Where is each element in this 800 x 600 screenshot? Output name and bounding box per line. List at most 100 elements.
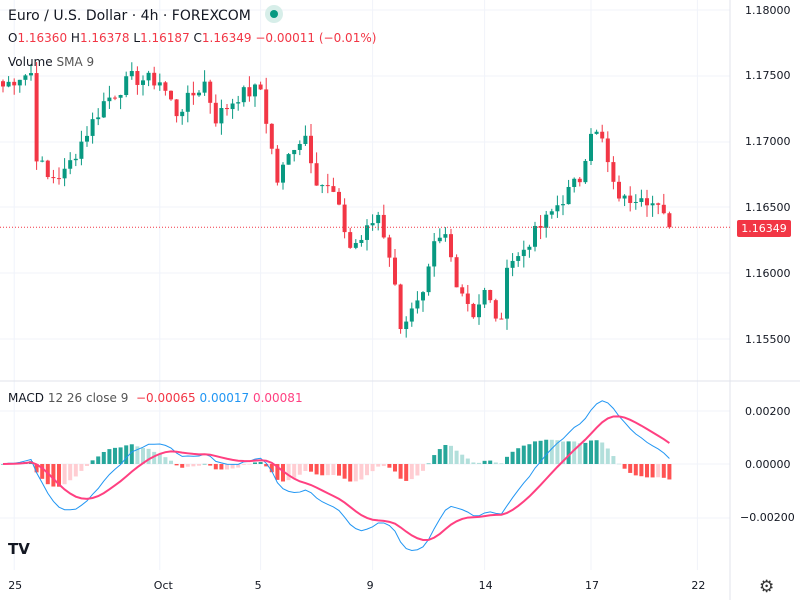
candle[interactable]	[12, 81, 17, 86]
candle[interactable]	[605, 138, 610, 163]
candle[interactable]	[57, 178, 61, 180]
candle[interactable]	[79, 141, 84, 159]
candle[interactable]	[353, 242, 358, 248]
candle[interactable]	[656, 203, 661, 205]
candle[interactable]	[157, 82, 162, 86]
candle[interactable]	[40, 160, 45, 162]
candle[interactable]	[146, 72, 151, 81]
candle[interactable]	[129, 71, 134, 77]
candle[interactable]	[90, 119, 95, 136]
candle[interactable]	[23, 75, 28, 80]
candle[interactable]	[527, 246, 532, 250]
candle[interactable]	[482, 290, 487, 305]
candle[interactable]	[633, 201, 638, 203]
candle[interactable]	[208, 81, 213, 103]
candle[interactable]	[499, 318, 504, 320]
candle[interactable]	[415, 300, 420, 309]
candle[interactable]	[465, 293, 470, 304]
candle[interactable]	[437, 237, 442, 242]
candle[interactable]	[6, 81, 11, 87]
candle[interactable]	[320, 185, 325, 187]
candle[interactable]	[174, 99, 179, 117]
candle[interactable]	[169, 90, 173, 100]
candle[interactable]	[101, 101, 106, 118]
candle[interactable]	[348, 232, 353, 248]
candle[interactable]	[230, 103, 235, 110]
candle[interactable]	[443, 234, 448, 238]
candle[interactable]	[460, 287, 465, 294]
candle[interactable]	[247, 87, 252, 97]
candle[interactable]	[264, 89, 269, 124]
candle[interactable]	[118, 95, 123, 98]
candle[interactable]	[337, 191, 341, 205]
candle[interactable]	[370, 223, 375, 226]
candle[interactable]	[622, 195, 627, 199]
candle[interactable]	[45, 160, 50, 178]
candle[interactable]	[325, 185, 330, 187]
candle[interactable]	[342, 204, 347, 233]
candle[interactable]	[611, 162, 616, 182]
candle[interactable]	[600, 131, 605, 139]
candle[interactable]	[387, 237, 392, 258]
candle[interactable]	[365, 225, 369, 240]
candle[interactable]	[488, 290, 493, 301]
candle[interactable]	[152, 72, 157, 86]
candle[interactable]	[577, 178, 582, 183]
candle[interactable]	[185, 92, 190, 112]
candle[interactable]	[471, 303, 476, 318]
candle[interactable]	[426, 266, 431, 293]
candle[interactable]	[51, 177, 56, 179]
candle[interactable]	[572, 178, 577, 187]
candle[interactable]	[1, 81, 5, 87]
candle[interactable]	[628, 195, 633, 203]
gear-icon[interactable]: ⚙	[759, 577, 775, 597]
candle[interactable]	[516, 256, 521, 261]
candle[interactable]	[381, 214, 386, 238]
candle[interactable]	[34, 73, 39, 162]
candle[interactable]	[477, 304, 481, 318]
candle[interactable]	[589, 133, 593, 161]
candle[interactable]	[29, 73, 33, 76]
candle[interactable]	[314, 163, 319, 186]
candle[interactable]	[124, 76, 129, 96]
volume-legend[interactable]: Volume SMA 9	[8, 55, 94, 69]
candle[interactable]	[393, 257, 397, 285]
candle[interactable]	[331, 186, 336, 192]
candle[interactable]	[566, 186, 571, 205]
candle[interactable]	[113, 97, 117, 99]
candle[interactable]	[505, 267, 509, 319]
candle[interactable]	[219, 108, 224, 124]
candle[interactable]	[281, 164, 285, 183]
tradingview-logo[interactable]: TV	[8, 540, 30, 558]
candle[interactable]	[303, 135, 308, 144]
candle[interactable]	[180, 111, 185, 117]
candle[interactable]	[549, 211, 554, 215]
candle[interactable]	[96, 117, 101, 120]
candle[interactable]	[258, 84, 263, 90]
candle[interactable]	[236, 102, 241, 104]
candle[interactable]	[292, 149, 297, 155]
candle[interactable]	[62, 168, 67, 179]
candle[interactable]	[404, 321, 409, 330]
candle[interactable]	[454, 257, 459, 288]
candle[interactable]	[135, 71, 140, 85]
candle[interactable]	[645, 198, 649, 206]
candle[interactable]	[398, 284, 403, 330]
candle[interactable]	[533, 225, 537, 247]
candle[interactable]	[617, 181, 621, 199]
candle[interactable]	[85, 135, 89, 142]
candle[interactable]	[376, 214, 381, 224]
candle[interactable]	[544, 214, 549, 228]
candle[interactable]	[202, 81, 207, 93]
candle[interactable]	[309, 135, 313, 164]
candle[interactable]	[432, 241, 437, 267]
candle[interactable]	[661, 204, 666, 214]
candle[interactable]	[650, 203, 655, 206]
candle[interactable]	[17, 79, 22, 86]
candle[interactable]	[449, 234, 453, 258]
candle[interactable]	[521, 249, 526, 257]
candle[interactable]	[639, 198, 644, 202]
candle[interactable]	[253, 84, 257, 97]
macd-legend[interactable]: MACD 12 26 close 9 −0.00065 0.00017 0.00…	[8, 391, 303, 405]
